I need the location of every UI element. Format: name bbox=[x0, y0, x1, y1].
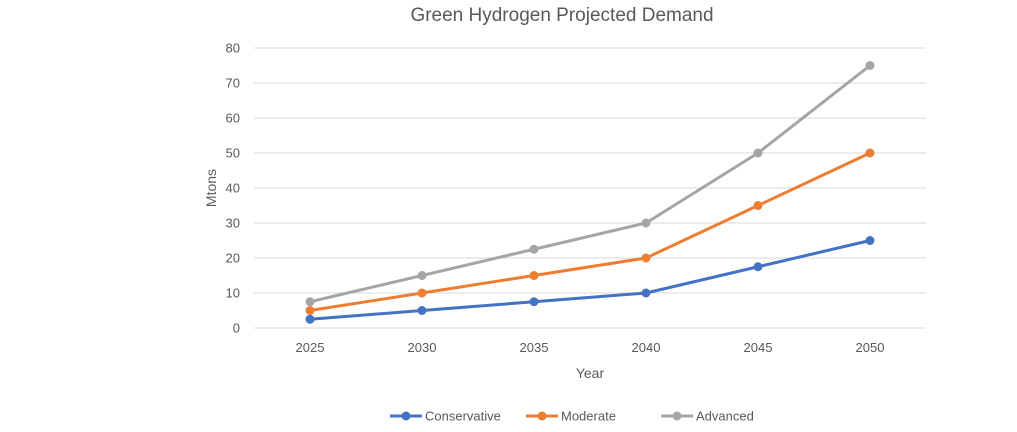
data-point bbox=[753, 201, 763, 210]
series-line bbox=[308, 64, 872, 304]
y-tick-label: 70 bbox=[226, 76, 240, 91]
series-group bbox=[305, 61, 875, 324]
data-point bbox=[865, 61, 875, 70]
x-tick-label: 2030 bbox=[408, 340, 437, 355]
y-axis-title: Mtons bbox=[203, 169, 219, 207]
legend-label: Conservative bbox=[425, 409, 501, 424]
data-point bbox=[753, 148, 763, 158]
x-tick-label: 2025 bbox=[296, 340, 325, 355]
legend-item-conservative: Conservative bbox=[390, 409, 501, 424]
legend-label: Advanced bbox=[696, 409, 754, 424]
series-advanced bbox=[305, 61, 875, 307]
series-line bbox=[308, 151, 872, 312]
data-point bbox=[753, 262, 763, 272]
series-conservative bbox=[305, 236, 875, 324]
x-tick-label: 2035 bbox=[520, 340, 549, 355]
y-tick-label: 20 bbox=[226, 251, 240, 266]
data-point bbox=[305, 306, 315, 315]
data-point bbox=[417, 271, 427, 280]
data-point bbox=[529, 271, 539, 280]
data-point bbox=[641, 253, 651, 263]
y-tick-label: 0 bbox=[233, 321, 240, 336]
y-tick-label: 10 bbox=[226, 286, 240, 301]
data-point bbox=[529, 297, 539, 307]
y-tick-label: 40 bbox=[226, 181, 240, 196]
legend-label: Moderate bbox=[561, 409, 616, 424]
y-axis-ticks: 0 10 20 30 40 50 60 70 80 bbox=[226, 41, 240, 336]
y-tick-label: 80 bbox=[226, 41, 240, 56]
data-point bbox=[305, 314, 315, 324]
series-line bbox=[308, 239, 872, 321]
data-point bbox=[865, 236, 875, 245]
grid bbox=[254, 47, 926, 329]
data-point bbox=[417, 306, 427, 315]
legend-marker bbox=[672, 411, 682, 421]
data-point bbox=[641, 288, 651, 298]
data-point bbox=[529, 244, 539, 254]
data-point bbox=[865, 148, 875, 158]
x-axis-title: Year bbox=[576, 365, 605, 381]
x-tick-label: 2050 bbox=[856, 340, 885, 355]
legend-marker bbox=[537, 411, 547, 421]
legend-item-moderate: Moderate bbox=[526, 409, 616, 424]
y-tick-label: 50 bbox=[226, 146, 240, 161]
x-tick-label: 2040 bbox=[632, 340, 661, 355]
data-point bbox=[305, 297, 315, 307]
x-tick-label: 2045 bbox=[744, 340, 773, 355]
legend: Conservative Moderate Advanced bbox=[390, 409, 754, 424]
chart-title: Green Hydrogen Projected Demand bbox=[410, 5, 713, 26]
legend-marker bbox=[401, 411, 411, 421]
legend-item-advanced: Advanced bbox=[661, 409, 754, 424]
y-tick-label: 60 bbox=[226, 111, 240, 126]
y-tick-label: 30 bbox=[226, 216, 240, 231]
data-point bbox=[417, 288, 427, 298]
data-point bbox=[641, 218, 651, 228]
series-moderate bbox=[305, 148, 875, 315]
x-axis-ticks: 2025 2030 2035 2040 2045 2050 bbox=[296, 340, 885, 355]
